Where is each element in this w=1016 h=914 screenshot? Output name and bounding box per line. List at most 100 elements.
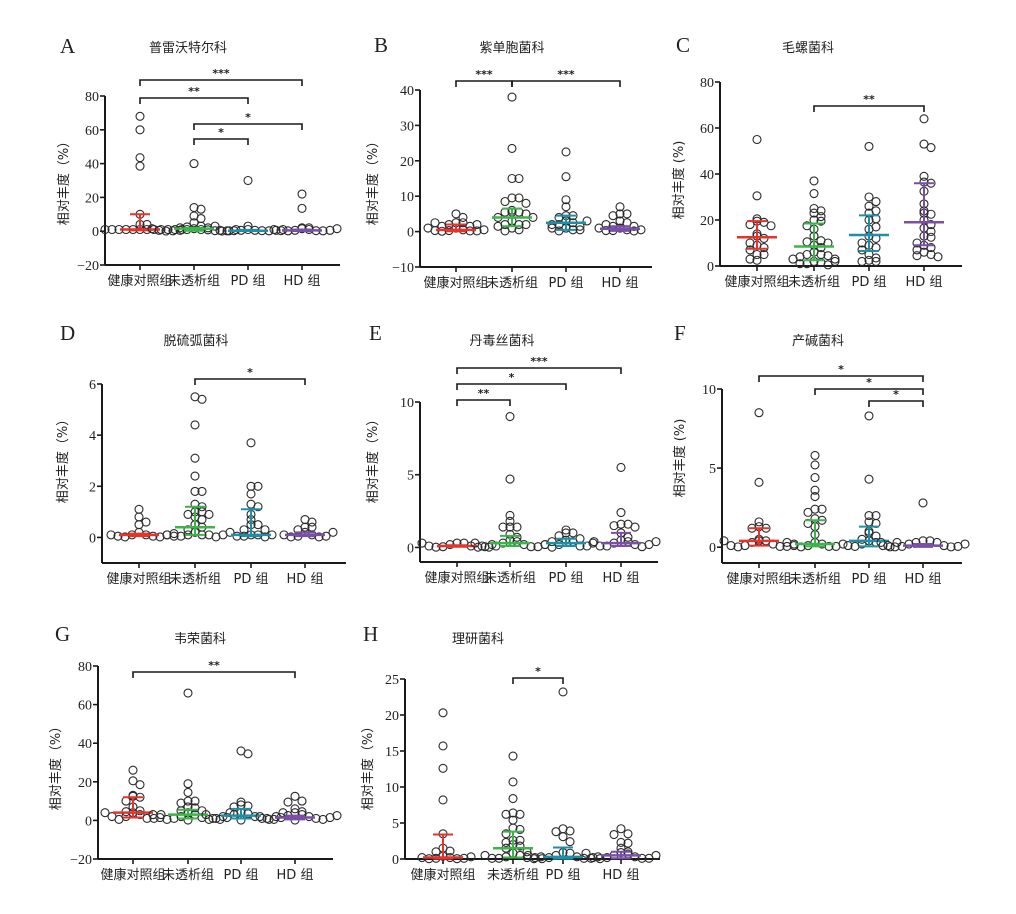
data-point	[508, 793, 518, 804]
data-point	[135, 806, 145, 816]
data-point	[332, 811, 342, 821]
data-point	[479, 225, 489, 235]
data-point	[637, 853, 647, 863]
data-point	[616, 824, 626, 834]
data-point	[269, 224, 279, 235]
panel-letter: H	[363, 622, 378, 646]
data-point	[135, 810, 145, 820]
y-axis-label: 相对丰度（%）	[365, 413, 381, 503]
data-point	[480, 850, 490, 860]
data-point	[558, 832, 568, 842]
data-point	[514, 219, 524, 230]
significance-bracket	[512, 677, 564, 684]
y-tick-label: 20	[385, 709, 399, 724]
data-point	[505, 522, 515, 532]
data-point	[754, 477, 764, 487]
data-point	[726, 541, 736, 551]
significance-label: **	[188, 85, 200, 98]
data-point	[752, 134, 762, 145]
data-point	[864, 201, 874, 211]
data-point	[183, 779, 193, 789]
data-point	[565, 826, 575, 836]
data-point	[135, 161, 145, 171]
data-point	[134, 512, 144, 522]
x-tick-label: HD 组	[603, 571, 640, 586]
series-0	[100, 111, 187, 235]
significance-label: *	[509, 371, 515, 384]
significance-bracket	[193, 138, 249, 145]
data-point	[487, 539, 497, 550]
data-point	[190, 486, 200, 496]
data-point	[500, 196, 510, 207]
data-point	[919, 139, 929, 149]
data-point	[507, 193, 517, 203]
data-point	[809, 189, 819, 199]
data-point	[759, 217, 769, 227]
data-point	[183, 796, 193, 806]
data-point	[134, 504, 144, 514]
data-point	[752, 191, 762, 201]
significance-bracket	[456, 383, 567, 390]
data-point	[190, 471, 200, 481]
panel-title: 产碱菌科	[792, 334, 844, 349]
data-point	[926, 209, 936, 219]
panel-letter: G	[55, 622, 70, 646]
significance-label: ***	[557, 68, 575, 81]
data-point	[255, 811, 265, 822]
data-point	[512, 522, 522, 532]
data-point	[243, 175, 253, 186]
panel-letter: A	[60, 34, 76, 58]
data-point	[445, 846, 455, 856]
y-tick-label: 20	[400, 155, 414, 170]
y-tick-label: −20	[70, 853, 92, 868]
y-tick-label: 0	[392, 853, 399, 868]
y-tick-label: −20	[77, 259, 99, 274]
x-tick-label: 健康对照组	[106, 571, 171, 587]
data-point	[876, 537, 886, 547]
data-point	[451, 209, 461, 219]
data-point	[458, 218, 468, 228]
data-point	[507, 173, 517, 184]
data-point	[515, 835, 525, 845]
data-point	[568, 528, 578, 538]
data-point	[514, 193, 524, 203]
series-2	[201, 746, 288, 825]
data-point	[197, 486, 207, 496]
data-point	[148, 810, 158, 820]
data-point	[501, 829, 511, 839]
x-tick-label: PD 组	[852, 275, 887, 290]
data-point	[595, 854, 605, 864]
series-3	[581, 824, 661, 864]
data-point	[926, 143, 936, 153]
data-point	[890, 542, 900, 552]
data-point	[582, 216, 592, 226]
y-tick-label: 4	[89, 429, 96, 444]
significance-label: ***	[212, 67, 230, 80]
data-point	[579, 853, 589, 863]
y-axis-label: 相对丰度 (%)	[671, 141, 687, 220]
data-point	[651, 537, 661, 547]
data-point	[149, 813, 159, 824]
x-tick-label: 健康对照组	[423, 275, 488, 291]
data-point	[616, 837, 626, 847]
x-tick-label: HD 组	[277, 868, 314, 883]
data-point	[843, 541, 853, 551]
data-point	[269, 814, 279, 824]
data-point	[588, 538, 598, 548]
data-point	[719, 536, 729, 546]
data-point	[864, 411, 874, 421]
data-point	[215, 225, 225, 235]
significance-bracket	[456, 367, 622, 374]
y-tick-label: 40	[85, 158, 99, 173]
data-point	[752, 255, 762, 265]
x-tick-label: 健康对照组	[410, 867, 475, 883]
data-point	[501, 809, 511, 819]
y-tick-label: 0	[407, 226, 414, 241]
data-point	[582, 541, 592, 551]
data-point	[197, 514, 207, 525]
significance-label: *	[838, 363, 844, 376]
data-point	[651, 850, 661, 860]
data-point	[162, 530, 172, 540]
x-tick-label: 未透析组	[486, 276, 538, 291]
